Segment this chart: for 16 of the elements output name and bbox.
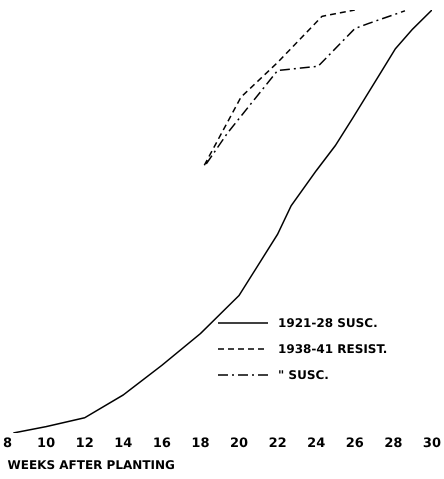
x-tick-label: 18 (191, 436, 210, 452)
x-tick-label: 22 (268, 436, 287, 452)
x-axis-title: WEEKS AFTER PLANTING (8, 458, 175, 472)
x-tick-label: 10 (37, 436, 56, 452)
legend-label: 1921-28 SUSC. (278, 316, 378, 330)
legend-label: " SUSC. (278, 368, 329, 382)
x-tick-label: 12 (76, 436, 94, 452)
x-tick-label: 16 (152, 436, 171, 452)
x-tick-label: 8 (3, 436, 12, 452)
x-tick-label: 28 (384, 436, 402, 452)
x-tick-label: 24 (307, 436, 326, 452)
legend-label: 1938-41 RESIST. (278, 342, 388, 356)
x-tick-label: 26 (346, 436, 364, 452)
x-tick-label: 30 (422, 436, 441, 452)
x-tick-label: 20 (230, 436, 248, 452)
x-tick-label: 14 (114, 436, 132, 452)
